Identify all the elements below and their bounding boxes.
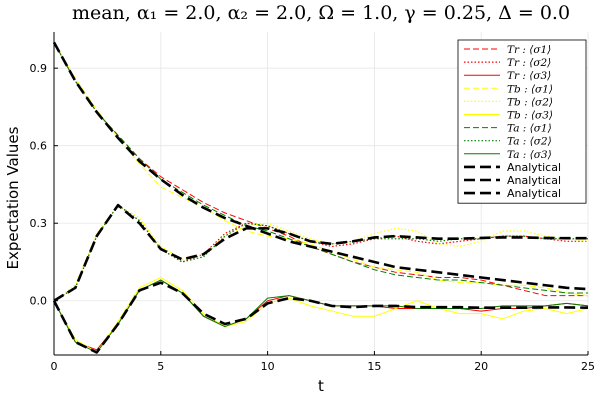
legend-label: Analytical [507, 174, 561, 187]
legend-label: Tb : ⟨σ2⟩ [507, 96, 553, 108]
legend-label: Ta : ⟨σ1⟩ [507, 123, 552, 135]
series-line-7 [53, 42, 588, 294]
series-line-6 [53, 276, 589, 353]
x-tick-label: 20 [474, 360, 488, 373]
x-tick-label: 25 [581, 360, 595, 373]
x-tick-label: 0 [51, 360, 58, 373]
legend: Tr : ⟨σ1⟩Tr : ⟨σ2⟩Tr : ⟨σ3⟩Tb : ⟨σ1⟩Tb :… [457, 39, 587, 204]
x-tick-label: 10 [261, 360, 275, 373]
x-axis-label: t [318, 377, 324, 395]
chart-title: mean, α₁ = 2.0, α₂ = 2.0, Ω = 1.0, γ = 0… [72, 2, 570, 24]
x-tick-label: 5 [157, 360, 164, 373]
legend-label: Tb : ⟨σ3⟩ [507, 110, 553, 122]
y-tick-label: 0.6 [30, 140, 48, 153]
legend-box [457, 39, 587, 204]
ticks: 0 5 10 15 20 25 0.0 0.3 0.6 0.9 [30, 62, 596, 373]
legend-label: Tr : ⟨σ3⟩ [507, 70, 551, 82]
legend-label: Tb : ⟨σ1⟩ [507, 83, 553, 95]
x-tick-label: 15 [367, 360, 381, 373]
series-line-8 [53, 204, 588, 302]
y-tick-label: 0.0 [30, 295, 48, 308]
legend-label: Analytical [507, 161, 561, 174]
y-tick-label: 0.3 [30, 217, 48, 230]
series-layer [52, 41, 589, 354]
y-axis-label: Expectation Values [4, 126, 22, 269]
series-line-9 [53, 279, 589, 353]
series-line-10 [52, 41, 589, 291]
legend-label: Tr : ⟨σ1⟩ [507, 44, 551, 56]
y-tick-label: 0.9 [30, 62, 48, 75]
series-line-3 [53, 279, 589, 351]
legend-label: Ta : ⟨σ2⟩ [507, 136, 552, 148]
series-line-12 [52, 281, 589, 354]
legend-label: Tr : ⟨σ2⟩ [507, 57, 551, 69]
legend-label: Analytical [507, 187, 561, 200]
series-line-11 [53, 203, 588, 302]
legend-label: Ta : ⟨σ3⟩ [507, 149, 552, 161]
